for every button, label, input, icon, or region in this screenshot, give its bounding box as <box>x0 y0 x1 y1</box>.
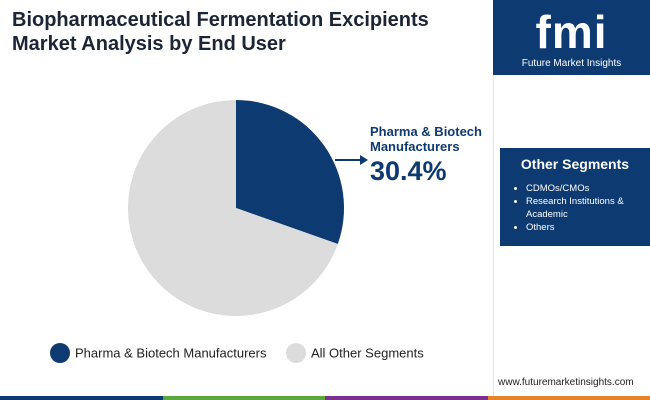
sidebar-item: CDMOs/CMOs <box>526 182 650 195</box>
sidebar-title: Other Segments <box>520 156 630 172</box>
legend-swatch <box>50 343 70 363</box>
logo-mark: fmi <box>535 6 608 58</box>
color-strip <box>0 396 650 400</box>
sidebar-item: Research Institutions & Academic <box>526 195 650 221</box>
arrow-head <box>360 155 368 165</box>
annotation-label: Pharma & Biotech Manufacturers <box>370 124 482 154</box>
title-line: Market Analysis by End User <box>12 33 286 55</box>
sidebar-list: CDMOs/CMOs Research Institutions & Acade… <box>500 182 650 234</box>
logo-name: Future Market Insights <box>521 58 622 69</box>
legend-label: All Other Segments <box>311 345 424 360</box>
sidebar-item: Others <box>526 221 650 234</box>
sidebar: Other Segments CDMOs/CMOs Research Insti… <box>500 148 650 246</box>
pie-slice <box>236 100 344 244</box>
pie-slice <box>128 100 338 317</box>
logo: fmi Future Market Insights <box>493 0 650 75</box>
footer-url: www.futuremarketinsights.com <box>498 377 634 388</box>
legend-swatch <box>286 343 306 363</box>
legend-label: Pharma & Biotech Manufacturers <box>75 345 267 360</box>
title-line: Biopharmaceutical Fermentation Excipient… <box>12 9 429 31</box>
right-column <box>493 75 650 396</box>
value-label: 30.4% <box>370 156 447 186</box>
chart-title: Biopharmaceutical Fermentation Excipient… <box>12 8 429 56</box>
